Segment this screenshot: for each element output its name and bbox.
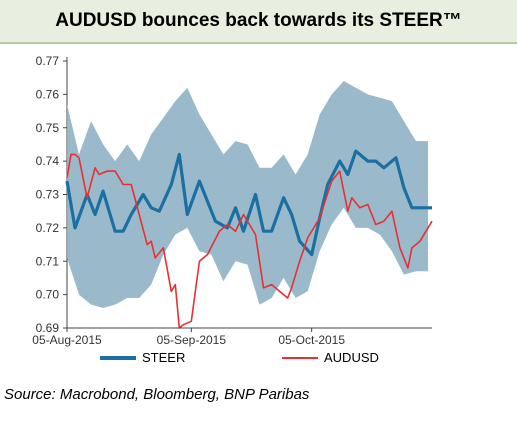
legend: STEER AUDUSD: [0, 350, 517, 366]
legend-item-steer: STEER: [100, 350, 185, 365]
x-tick-label: 05-Aug-2015: [32, 333, 102, 347]
x-tick-label: 05-Sep-2015: [157, 333, 227, 347]
y-tick-label: 0.69: [36, 321, 60, 335]
source-note: Source: Macrobond, Bloomberg, BNP Pariba…: [4, 386, 310, 403]
y-axis: 0.77 0.76 0.75 0.74 0.73 0.72 0.71 0.70 0.69: [36, 54, 68, 335]
y-tick-label: 0.76: [36, 87, 60, 101]
y-tick-label: 0.72: [36, 221, 60, 235]
chart-title: AUDUSD bounces back towards its STEER™: [55, 10, 462, 31]
x-axis: 05-Aug-2015 05-Sep-2015 05-Oct-2015: [32, 327, 432, 347]
legend-item-audusd: AUDUSD: [282, 350, 379, 365]
legend-label-audusd: AUDUSD: [324, 350, 379, 365]
band-area: [67, 81, 428, 308]
title-bar: AUDUSD bounces back towards its STEER™: [0, 0, 517, 44]
y-tick-label: 0.74: [36, 154, 60, 168]
y-tick-label: 0.75: [36, 121, 60, 135]
x-tick-label: 05-Oct-2015: [278, 333, 345, 347]
legend-label-steer: STEER: [142, 350, 186, 365]
series-audusd-line: [66, 153, 433, 329]
y-tick-label: 0.71: [36, 254, 60, 268]
chart-plot: 0.77 0.76 0.75 0.74 0.73 0.72 0.71 0.70 0.69 05-…: [32, 54, 433, 347]
steer-band: [67, 81, 428, 308]
series-steer-line: [65, 149, 432, 257]
y-tick-label: 0.73: [36, 188, 60, 202]
series-lines: [65, 149, 433, 329]
y-tick-label: 0.70: [36, 288, 60, 302]
legend-swatch-steer: [100, 355, 136, 360]
legend-swatch-audusd: [282, 356, 318, 359]
y-tick-label: 0.77: [36, 54, 60, 68]
